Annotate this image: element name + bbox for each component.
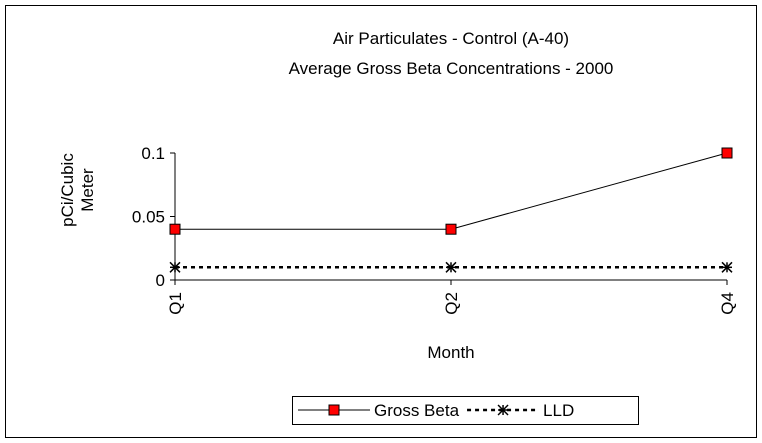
- legend-label: Gross Beta: [374, 401, 460, 420]
- legend-label: LLD: [543, 401, 574, 420]
- y-tick-label: 0: [156, 271, 165, 290]
- y-tick-label: 0.1: [141, 144, 165, 163]
- y-tick-label: 0.05: [132, 208, 165, 227]
- chart-border: [5, 5, 757, 438]
- x-axis-label: Month: [427, 343, 474, 362]
- point-marker: [169, 223, 181, 235]
- point-marker: [721, 147, 733, 159]
- point-marker: [169, 261, 181, 273]
- point-marker: [721, 261, 733, 273]
- chart-subtitle: Average Gross Beta Concentrations - 2000: [289, 59, 614, 78]
- point-marker: [328, 404, 340, 416]
- legend-item: LLD: [467, 401, 574, 420]
- point-marker: [497, 404, 509, 416]
- x-tick-label: Q1: [166, 292, 185, 315]
- point-marker: [445, 223, 457, 235]
- legend-item: Gross Beta: [298, 401, 460, 420]
- chart-title: Air Particulates - Control (A-40): [333, 29, 569, 48]
- y-axis-label: pCi/Cubic Meter: [58, 153, 97, 227]
- x-tick-label: Q2: [442, 292, 461, 315]
- point-marker: [445, 261, 457, 273]
- x-tick-label: Q4: [718, 292, 737, 315]
